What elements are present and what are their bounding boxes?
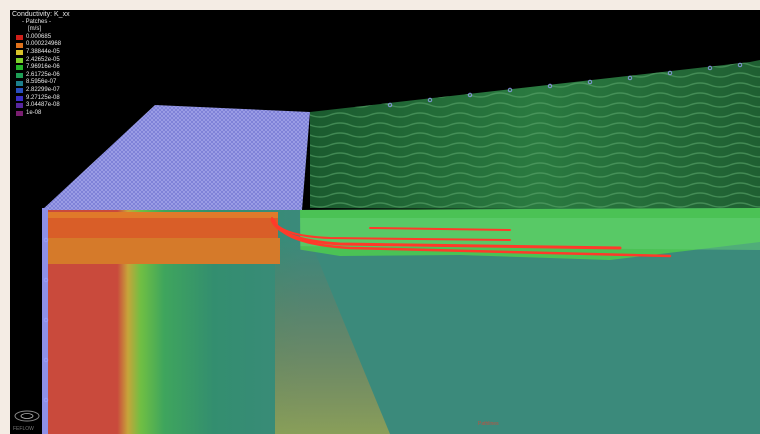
legend-entries: 0.000685 0.000224968 7.38844e-05 2.42652e-0… — [12, 34, 70, 118]
bottom-status-label: Pathlines — [478, 421, 499, 427]
front-edge — [42, 208, 48, 434]
legend-entry-label: 0.000224968 — [26, 41, 62, 48]
legend-swatch — [16, 42, 23, 48]
legend-entry-label: 9.27125e-08 — [26, 94, 60, 101]
legend-entry: 8.5956e-07 — [12, 79, 70, 87]
axis-orientation-icon[interactable] — [12, 404, 42, 428]
right-face — [280, 208, 760, 434]
orientation-label: FEFLOW — [13, 426, 34, 432]
top-surface-waves — [310, 60, 760, 210]
front-layer-1 — [48, 212, 278, 218]
pathline — [270, 218, 622, 250]
legend-entry: 2.42652e-05 — [12, 57, 70, 65]
legend-entry: 2.82299e-07 — [12, 87, 70, 95]
legend-swatch — [16, 88, 23, 94]
3d-viewport[interactable]: Conductivity: K_xx - Patches - [m/s] 0.0… — [10, 10, 760, 434]
legend-swatch — [16, 80, 23, 86]
legend-unit: [m/s] — [28, 26, 41, 33]
legend-swatch — [16, 95, 23, 101]
legend-entry-label: 3.04487e-08 — [26, 102, 60, 109]
conductivity-legend: Conductivity: K_xx - Patches - [m/s] 0.0… — [12, 11, 70, 117]
legend-swatch — [16, 111, 23, 117]
legend-swatch — [16, 103, 23, 109]
legend-entry: 7.38844e-05 — [12, 49, 70, 57]
legend-entry-label: 7.38844e-05 — [26, 48, 60, 55]
front-layer-3 — [48, 238, 280, 264]
legend-entry: 1e-08 — [12, 110, 70, 118]
legend-swatch — [16, 50, 23, 56]
pathlines — [270, 217, 672, 258]
legend-entry: 0.000224968 — [12, 41, 70, 49]
right-face-layer-band — [280, 218, 760, 250]
legend-entry: 9.27125e-08 — [12, 95, 70, 103]
legend-title: Conductivity: K_xx — [12, 11, 70, 18]
legend-swatch — [16, 73, 23, 79]
pathline — [369, 227, 511, 231]
front-face-transition — [275, 240, 390, 434]
pathline — [271, 217, 511, 241]
legend-swatch — [16, 35, 23, 41]
legend-entry-label: 2.82299e-07 — [26, 86, 60, 93]
top-mesh — [42, 105, 310, 210]
legend-entry-label: 1e-08 — [26, 109, 42, 116]
legend-entry-label: 0.000685 — [26, 33, 52, 40]
legend-swatch — [16, 57, 23, 63]
legend-swatch — [16, 65, 23, 71]
legend-entry-label: 2.42652e-05 — [26, 56, 60, 63]
legend-subtitle: - Patches - — [22, 18, 52, 25]
legend-entry-label: 8.5956e-07 — [26, 79, 57, 86]
legend-entry-label: 7.96916e-06 — [26, 64, 60, 71]
mesh-nodes — [43, 62, 743, 403]
legend-entry-label: 2.61725e-06 — [26, 71, 60, 78]
legend-entry: 7.96916e-06 — [12, 64, 70, 72]
front-layer-2 — [48, 218, 278, 238]
front-face — [42, 210, 302, 434]
legend-entry: 2.61725e-06 — [12, 72, 70, 80]
legend-entry: 0.000685 — [12, 34, 70, 42]
legend-entry: 3.04487e-08 — [12, 102, 70, 110]
model-scene[interactable] — [10, 10, 760, 434]
